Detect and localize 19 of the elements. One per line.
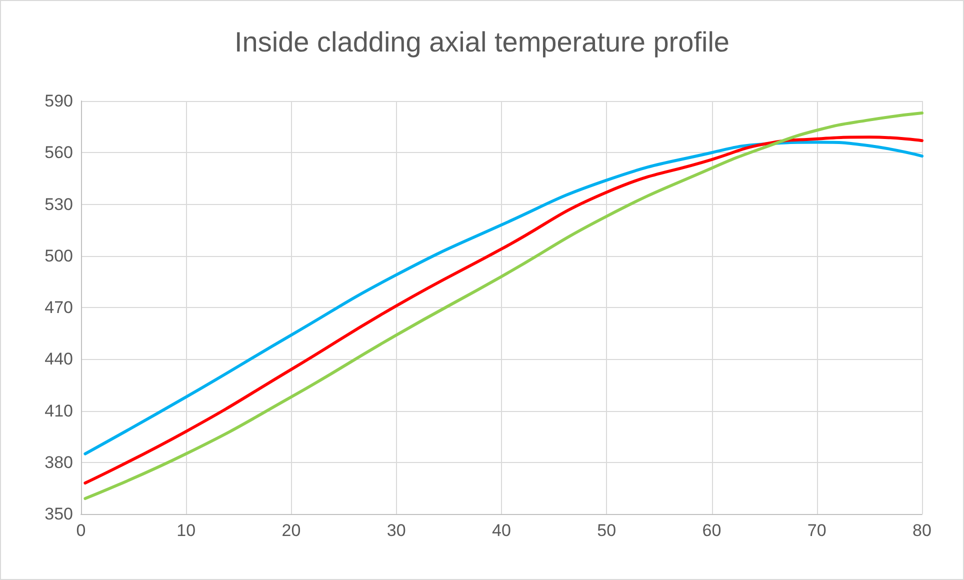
y-tick-label: 470 xyxy=(44,298,73,317)
y-tick-label: 590 xyxy=(44,92,73,110)
chart-title: Inside cladding axial temperature profile xyxy=(234,26,730,58)
y-tick-label: 500 xyxy=(44,246,73,266)
y-tick-label: 440 xyxy=(44,350,73,369)
y-tick-label: 350 xyxy=(44,504,73,524)
x-tick-label: 20 xyxy=(282,521,301,540)
x-tick-label: 60 xyxy=(702,521,722,540)
x-tick-label: 50 xyxy=(597,521,616,540)
x-tick-label: 10 xyxy=(176,521,196,540)
y-tick-label: 560 xyxy=(44,143,73,162)
x-tick-label: 70 xyxy=(807,521,826,540)
x-tick-label: 40 xyxy=(492,521,511,540)
x-tick-label: 80 xyxy=(912,521,932,540)
x-tick-label: 0 xyxy=(76,521,86,540)
y-tick-label: 410 xyxy=(44,401,73,420)
y-tick-label: 530 xyxy=(44,194,73,214)
x-tick-label: 30 xyxy=(386,521,406,540)
y-tick-label: 380 xyxy=(44,452,73,472)
